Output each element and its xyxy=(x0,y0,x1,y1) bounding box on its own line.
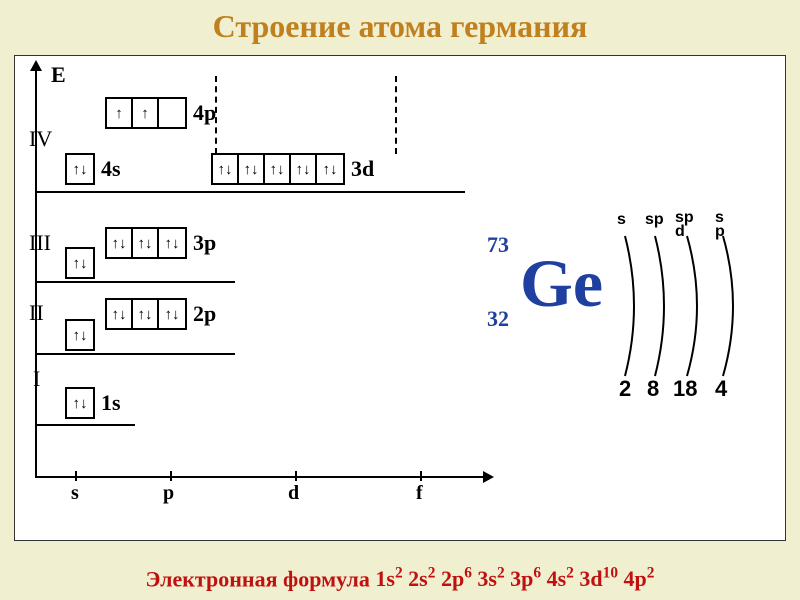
orbital-4s-cell-0: ↑↓ xyxy=(67,155,93,183)
tick-label-s: s xyxy=(71,482,79,505)
orbital-4s-row: ↑↓ 4s xyxy=(65,152,129,186)
shell-label-3: s p xyxy=(715,211,731,239)
page-title: Строение атома германия xyxy=(0,0,800,45)
orbital-3d-label: 3d xyxy=(351,156,374,182)
orbital-2p-cell-0: ↑↓ xyxy=(107,300,133,328)
orbital-2p: ↑↓ ↑↓ ↑↓ xyxy=(105,298,187,330)
level-4-roman: IV xyxy=(29,126,61,152)
tick-d xyxy=(295,471,297,481)
orbital-3d-row: ↑↓ ↑↓ ↑↓ ↑↓ ↑↓ 3d xyxy=(211,152,382,186)
tick-p xyxy=(170,471,172,481)
orbital-4p-cell-2 xyxy=(159,99,185,127)
orbital-4p-label: 4p xyxy=(193,100,216,126)
orbital-4p-cell-0: ↑ xyxy=(107,99,133,127)
level-1-roman: I xyxy=(33,366,65,392)
shell-label-1: sp xyxy=(645,211,664,229)
shell-electrons-0: 2 xyxy=(619,376,631,402)
formula-parts: 1s2 2s2 2p6 3s2 3p6 4s2 3d10 4p2 xyxy=(375,566,654,591)
shell-electrons-3: 4 xyxy=(715,376,727,402)
orbital-2p-label: 2p xyxy=(193,301,216,327)
tick-s xyxy=(75,471,77,481)
orbital-2s: ↑↓ xyxy=(65,319,95,351)
orbital-2p-row: ↑↓ ↑↓ ↑↓ 2p xyxy=(105,297,224,331)
orbital-4p-row: ↑ ↑ 4p xyxy=(105,96,224,130)
tick-f xyxy=(420,471,422,481)
dashed-line-2 xyxy=(395,76,397,154)
orbital-2p-cell-2: ↑↓ xyxy=(159,300,185,328)
shell-label-2: sp d xyxy=(675,211,701,239)
orbital-3p-cell-1: ↑↓ xyxy=(133,229,159,257)
level-4-line xyxy=(35,191,465,193)
shell-electrons-1: 8 xyxy=(647,376,659,402)
x-axis xyxy=(35,476,485,478)
formula-label: Электронная формула xyxy=(146,566,370,591)
tick-label-p: p xyxy=(163,482,174,505)
level-2-roman: II xyxy=(29,300,61,326)
orbital-4s-label: 4s xyxy=(101,156,121,182)
electron-formula: Электронная формула 1s2 2s2 2p6 3s2 3p6 … xyxy=(0,565,800,592)
x-axis-arrow xyxy=(483,471,494,483)
orbital-2p-cell-1: ↑↓ xyxy=(133,300,159,328)
orbital-3d-cell-0: ↑↓ xyxy=(213,155,239,183)
orbital-1s-row: ↑↓ 1s xyxy=(65,386,129,420)
orbital-4p: ↑ ↑ xyxy=(105,97,187,129)
element-z: 32 xyxy=(487,306,509,332)
diagram-container: E s p d f IV ↑ ↑ 4p ↑↓ 4s ↑↓ ↑↓ ↑↓ ↑↓ ↑↓ xyxy=(14,55,786,541)
level-3-roman: III xyxy=(29,230,61,256)
orbital-3p-cell-0: ↑↓ xyxy=(107,229,133,257)
orbital-1s-cell-0: ↑↓ xyxy=(67,389,93,417)
tick-label-f: f xyxy=(416,482,423,505)
orbital-2s-cell-0: ↑↓ xyxy=(67,321,93,349)
orbital-3s-row: ↑↓ xyxy=(65,246,95,280)
tick-label-d: d xyxy=(288,482,299,505)
level-2-line xyxy=(35,353,235,355)
element-mass: 73 xyxy=(487,232,509,258)
orbital-1s: ↑↓ xyxy=(65,387,95,419)
orbital-3d-cell-4: ↑↓ xyxy=(317,155,343,183)
orbital-3p-cell-2: ↑↓ xyxy=(159,229,185,257)
shell-label-0: s xyxy=(617,211,626,229)
orbital-2s-row: ↑↓ xyxy=(65,318,95,352)
orbital-3p-label: 3p xyxy=(193,230,216,256)
shell-electrons-2: 18 xyxy=(673,376,697,402)
orbital-4s: ↑↓ xyxy=(65,153,95,185)
orbital-3d-cell-3: ↑↓ xyxy=(291,155,317,183)
orbital-4p-cell-1: ↑ xyxy=(133,99,159,127)
level-1-line xyxy=(35,424,135,426)
orbital-3d-cell-2: ↑↓ xyxy=(265,155,291,183)
y-axis-label: E xyxy=(51,62,66,88)
level-3-line xyxy=(35,281,235,283)
orbital-1s-label: 1s xyxy=(101,390,121,416)
orbital-3s: ↑↓ xyxy=(65,247,95,279)
orbital-3s-cell-0: ↑↓ xyxy=(67,249,93,277)
element-symbol: Ge xyxy=(520,244,603,323)
orbital-3p: ↑↓ ↑↓ ↑↓ xyxy=(105,227,187,259)
y-axis-arrow xyxy=(30,60,42,71)
orbital-3p-row: ↑↓ ↑↓ ↑↓ 3p xyxy=(105,226,224,260)
orbital-3d: ↑↓ ↑↓ ↑↓ ↑↓ ↑↓ xyxy=(211,153,345,185)
orbital-3d-cell-1: ↑↓ xyxy=(239,155,265,183)
